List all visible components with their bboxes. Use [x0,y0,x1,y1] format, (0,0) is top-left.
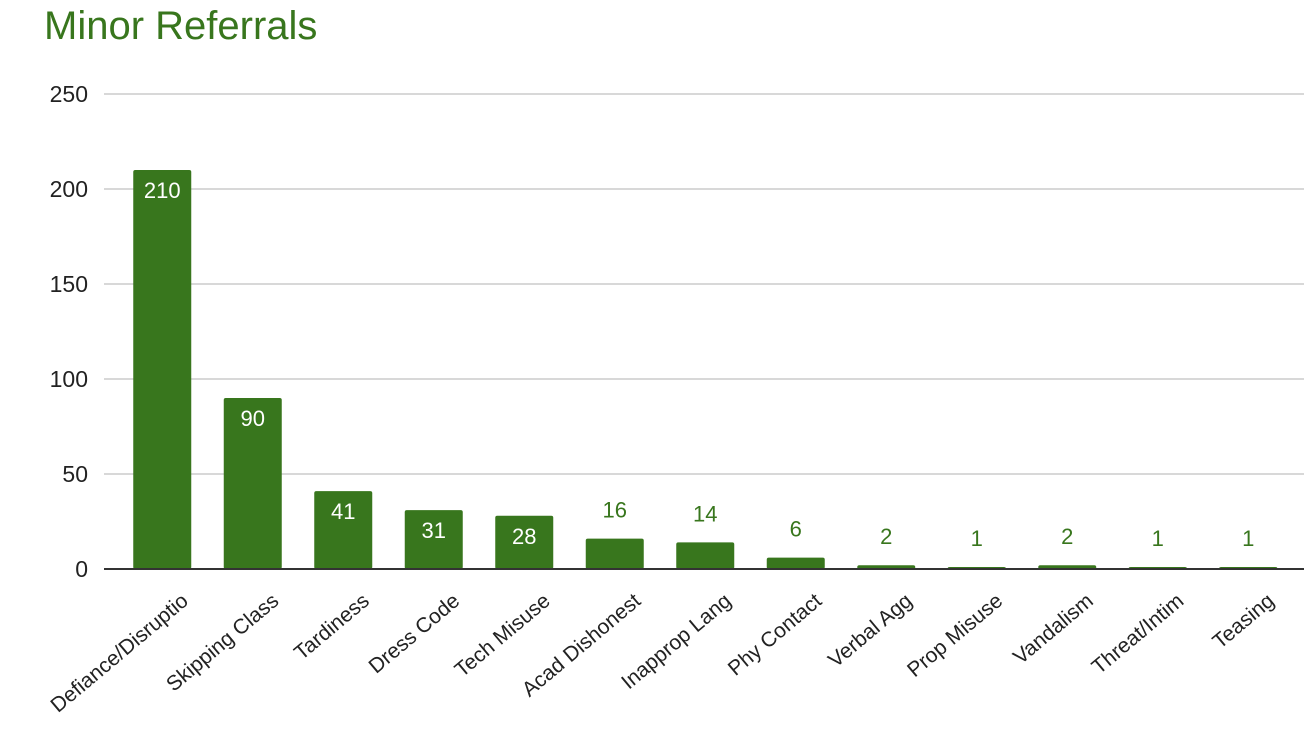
bar [223,398,282,569]
bar [766,557,825,569]
data-label: 1 [1152,526,1164,551]
x-tick-label: Threat/Intim [1088,589,1189,679]
x-tick-label: Vandalism [1009,589,1098,669]
data-label: 90 [241,406,265,431]
data-label: 16 [603,498,627,523]
bar [314,491,373,569]
data-label: 2 [1061,524,1073,549]
chart-title: Minor Referrals [44,4,318,48]
bar [404,510,463,569]
y-tick-label: 250 [50,81,88,107]
data-label: 210 [144,178,181,203]
x-tick-label: Dress Code [364,589,464,678]
x-tick-label: Verbal Agg [824,589,917,672]
y-tick-label: 0 [75,556,88,582]
data-label: 41 [331,499,355,524]
bar [676,542,735,569]
data-label: 2 [880,524,892,549]
data-labels: 210 90 41 31 28 16 14 6 2 1 2 1 1 [144,178,1254,551]
x-tick-label: Teasing [1208,589,1278,653]
gridlines [104,93,1304,475]
bar [133,170,192,569]
data-label: 28 [512,524,536,549]
data-label: 6 [790,517,802,542]
y-tick-label: 200 [50,176,88,202]
y-axis-ticks: 0 50 100 150 200 250 [50,81,88,582]
x-tick-label: Defiance/Disruptio [46,589,192,717]
x-tick-label: Prop Misuse [903,589,1007,682]
data-label: 1 [971,526,983,551]
data-label: 14 [693,501,717,526]
y-tick-label: 150 [50,271,88,297]
x-tick-label: Phy Contact [724,589,827,680]
y-tick-label: 50 [62,461,88,487]
y-tick-label: 100 [50,366,88,392]
x-tick-label: Tardiness [290,589,374,664]
bar [495,515,554,569]
data-label: 1 [1242,526,1254,551]
bar [585,538,644,569]
data-label: 31 [422,518,446,543]
